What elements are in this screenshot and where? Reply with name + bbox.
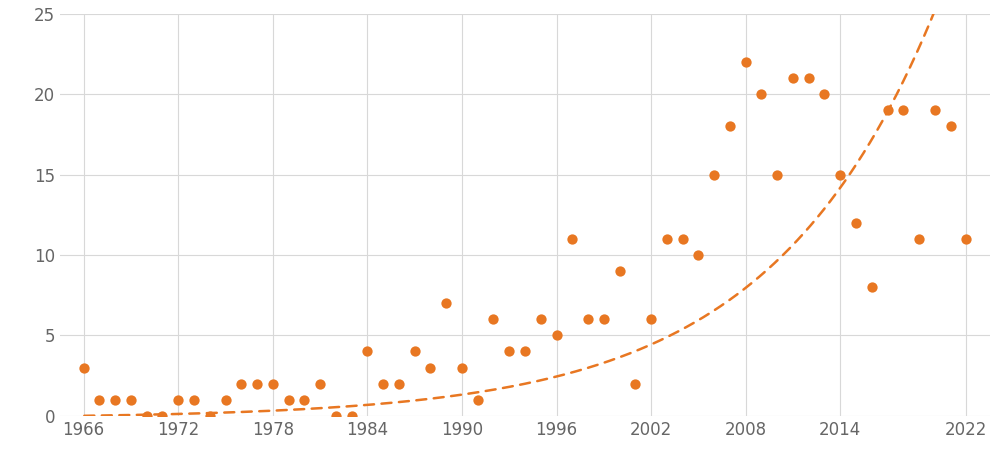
Point <box>328 412 344 419</box>
Point <box>769 171 785 178</box>
Point <box>549 332 565 339</box>
Point <box>864 284 880 291</box>
Point <box>911 235 927 243</box>
Point <box>517 348 533 355</box>
Point <box>533 316 549 323</box>
Point <box>596 316 612 323</box>
Point <box>422 364 438 371</box>
Point <box>832 171 848 178</box>
Point <box>801 74 817 82</box>
Point <box>375 380 391 387</box>
Point <box>312 380 328 387</box>
Point <box>643 316 659 323</box>
Point <box>501 348 517 355</box>
Point <box>485 316 501 323</box>
Point <box>675 235 691 243</box>
Point <box>154 412 170 419</box>
Point <box>470 396 486 403</box>
Point <box>438 299 454 307</box>
Point <box>218 396 234 403</box>
Point <box>706 171 722 178</box>
Point <box>233 380 249 387</box>
Point <box>107 396 123 403</box>
Point <box>880 107 896 114</box>
Point <box>848 219 864 226</box>
Point <box>296 396 312 403</box>
Point <box>612 267 628 275</box>
Point <box>139 412 155 419</box>
Point <box>753 91 769 98</box>
Point <box>454 364 470 371</box>
Point <box>738 58 754 66</box>
Point <box>265 380 281 387</box>
Point <box>391 380 407 387</box>
Point <box>186 396 202 403</box>
Point <box>927 107 943 114</box>
Point <box>249 380 265 387</box>
Point <box>627 380 643 387</box>
Point <box>281 396 297 403</box>
Point <box>722 123 738 130</box>
Point <box>943 123 959 130</box>
Point <box>564 235 580 243</box>
Point <box>76 364 92 371</box>
Point <box>958 235 974 243</box>
Point <box>170 396 186 403</box>
Point <box>785 74 801 82</box>
Point <box>91 396 107 403</box>
Point <box>895 107 911 114</box>
Point <box>580 316 596 323</box>
Point <box>359 348 375 355</box>
Point <box>659 235 675 243</box>
Point <box>123 396 139 403</box>
Point <box>816 91 832 98</box>
Point <box>690 251 706 259</box>
Point <box>202 412 218 419</box>
Point <box>344 412 360 419</box>
Point <box>407 348 423 355</box>
